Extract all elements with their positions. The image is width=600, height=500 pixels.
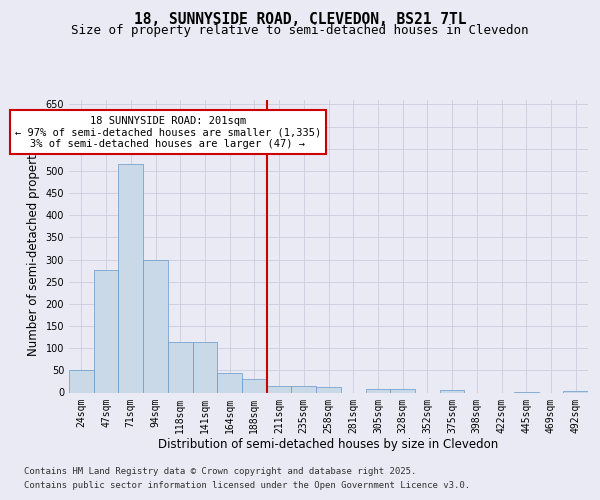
Bar [94, 270, 118, 392]
Text: Size of property relative to semi-detached houses in Clevedon: Size of property relative to semi-detach… [71, 24, 529, 37]
Bar [563, 390, 588, 392]
Bar [118, 164, 143, 392]
Text: 18, SUNNYSIDE ROAD, CLEVEDON, BS21 7TL: 18, SUNNYSIDE ROAD, CLEVEDON, BS21 7TL [134, 12, 466, 28]
Y-axis label: Number of semi-detached properties: Number of semi-detached properties [27, 137, 40, 356]
Text: Contains HM Land Registry data © Crown copyright and database right 2025.: Contains HM Land Registry data © Crown c… [24, 468, 416, 476]
Bar [267, 386, 292, 392]
Bar [69, 370, 94, 392]
Bar [365, 389, 390, 392]
Bar [292, 386, 316, 392]
Bar [143, 260, 168, 392]
Bar [390, 389, 415, 392]
Bar [217, 372, 242, 392]
Text: Contains public sector information licensed under the Open Government Licence v3: Contains public sector information licen… [24, 481, 470, 490]
Bar [440, 390, 464, 392]
X-axis label: Distribution of semi-detached houses by size in Clevedon: Distribution of semi-detached houses by … [158, 438, 499, 451]
Text: 18 SUNNYSIDE ROAD: 201sqm
← 97% of semi-detached houses are smaller (1,335)
3% o: 18 SUNNYSIDE ROAD: 201sqm ← 97% of semi-… [15, 116, 321, 148]
Bar [193, 342, 217, 392]
Bar [168, 342, 193, 392]
Bar [242, 379, 267, 392]
Bar [316, 387, 341, 392]
